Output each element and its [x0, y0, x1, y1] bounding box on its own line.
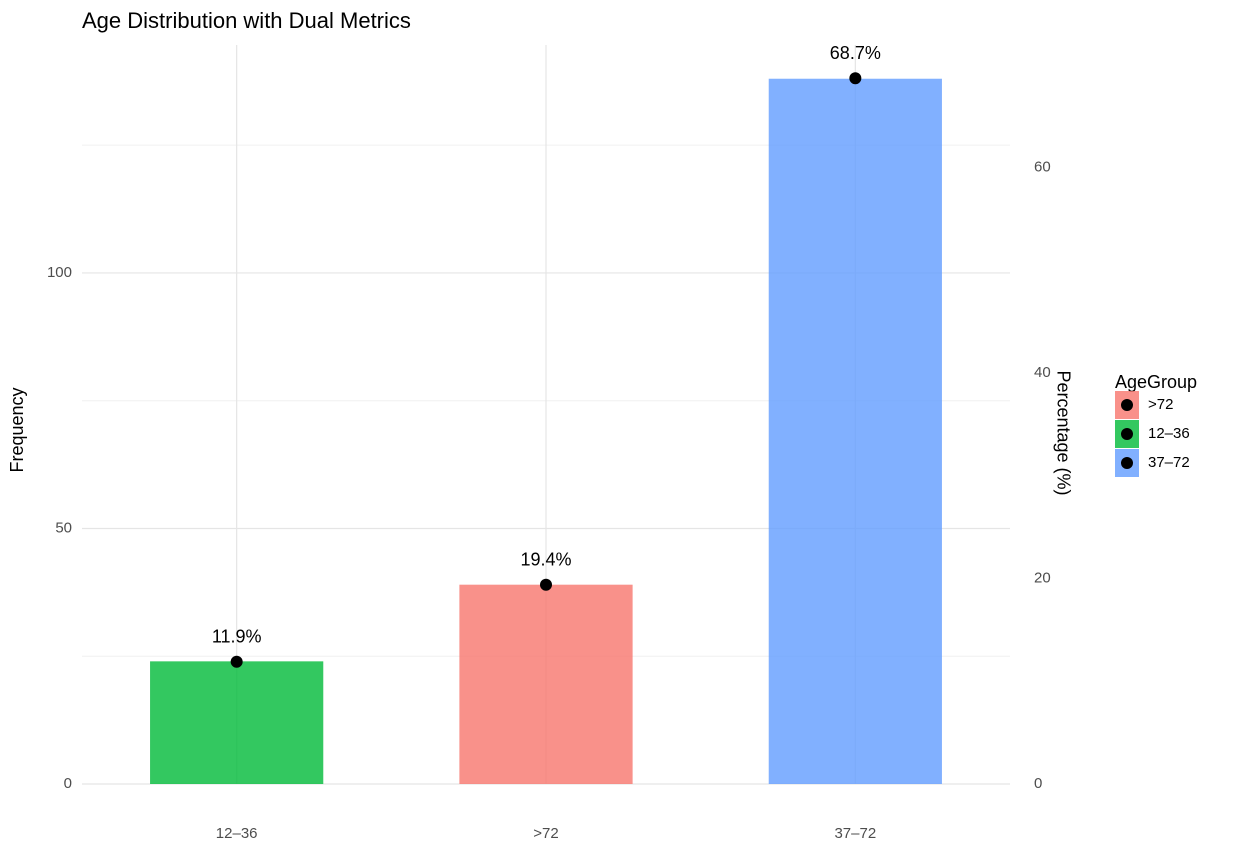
y-tick-label: 0 — [64, 775, 72, 792]
y2-tick-label: 0 — [1034, 775, 1042, 792]
y2-tick-label: 40 — [1034, 364, 1051, 381]
legend-point — [1121, 428, 1133, 440]
percent-point — [849, 72, 862, 85]
y-tick-label: 100 — [47, 264, 72, 281]
percent-point — [540, 578, 552, 591]
legend-point — [1121, 399, 1133, 411]
bar — [459, 584, 633, 784]
percent-label: 11.9% — [212, 627, 262, 647]
legend-title: AgeGroup — [1115, 372, 1197, 392]
percent-point — [230, 655, 243, 668]
legend-label: 37–72 — [1148, 454, 1190, 471]
y-axis-label: Frequency — [7, 387, 27, 472]
y2-tick-label: 20 — [1034, 570, 1051, 587]
y2-axis-label: Percentage (%) — [1053, 370, 1073, 495]
percent-label: 19.4% — [520, 549, 571, 569]
bar — [150, 661, 324, 784]
bar — [768, 78, 942, 785]
x-tick-label: 37–72 — [834, 825, 876, 842]
percent-label: 68.7% — [830, 43, 881, 63]
x-tick-label: >72 — [533, 825, 558, 842]
legend-point — [1121, 457, 1133, 469]
x-tick-label: 12–36 — [216, 825, 258, 842]
legend-label: 12–36 — [1148, 425, 1190, 442]
chart-title: Age Distribution with Dual Metrics — [82, 8, 411, 33]
y2-tick-label: 60 — [1034, 159, 1051, 176]
legend-label: >72 — [1148, 396, 1173, 413]
y-tick-label: 50 — [55, 519, 72, 536]
